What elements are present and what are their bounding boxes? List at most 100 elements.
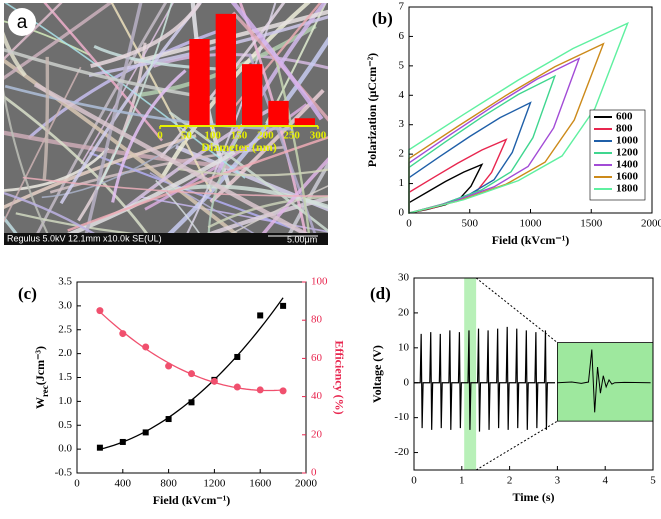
fiber — [22, 176, 328, 197]
series-line — [408, 42, 605, 214]
legend-label: 1800 — [616, 183, 639, 195]
point — [96, 444, 103, 451]
y-tick-label: 10 — [398, 341, 410, 353]
zoom-guide — [475, 420, 558, 471]
y-tick-label: 3.0 — [58, 299, 72, 311]
x-tick-label: 800 — [160, 478, 177, 490]
y-label-main: W — [33, 397, 47, 409]
panel-label: a — [17, 12, 28, 33]
bar — [242, 64, 263, 126]
y2-tick-label: 80 — [311, 314, 323, 326]
y-axis-label: Polarization (μCcm⁻²) — [365, 53, 379, 167]
fiber — [4, 89, 55, 245]
fiber — [4, 31, 27, 77]
y-tick-label: 2.0 — [58, 347, 72, 359]
fiber — [140, 196, 328, 233]
plot-frame — [76, 281, 307, 474]
y-tick-label: 2.5 — [58, 323, 72, 335]
y2-tick-label: 60 — [311, 352, 323, 364]
y-label-tail: (Jcm⁻³) — [33, 346, 47, 385]
y-tick-label: 0 — [399, 207, 405, 219]
fiber — [152, 53, 328, 70]
x-tick-label: 500 — [462, 218, 479, 230]
fiber — [230, 3, 324, 121]
y-tick-label: 5 — [399, 59, 405, 71]
point — [257, 312, 264, 319]
caption-bar — [4, 233, 328, 245]
x-tick-label: 400 — [115, 478, 132, 490]
y-tick-label: -10 — [394, 411, 409, 423]
point — [256, 386, 264, 394]
fiber — [4, 191, 104, 241]
y2-tick-label: 100 — [311, 276, 328, 288]
fiber — [96, 3, 173, 191]
y-tick-label: 4 — [399, 89, 405, 101]
x-tick-label: 2000 — [641, 218, 661, 230]
point — [119, 438, 126, 445]
fiber — [208, 185, 328, 245]
series-line — [408, 21, 629, 214]
x-tick-label: 1000 — [520, 218, 543, 230]
y-tick-label: 1 — [399, 177, 405, 189]
x-tick-label: 300 — [310, 130, 327, 142]
x-tick-label: 250 — [283, 130, 300, 142]
legend-label: 800 — [616, 123, 633, 135]
bar — [294, 118, 315, 126]
y-tick-label: 0.0 — [58, 443, 72, 455]
legend-label: 600 — [616, 111, 633, 123]
fiber — [59, 3, 203, 205]
x-axis-label: Field (kVcm⁻¹) — [153, 493, 231, 507]
legend-label: 1200 — [616, 147, 639, 159]
bar — [215, 13, 236, 126]
y-label-sub: rec — [40, 385, 50, 397]
y-tick-label: 2 — [399, 148, 405, 160]
fiber — [177, 167, 328, 177]
y2-tick-label: 40 — [311, 390, 323, 402]
fiber — [42, 56, 50, 181]
y-axis-label: Wrec(Jcm⁻³) — [33, 346, 50, 409]
panel-label: (c) — [18, 284, 37, 303]
point — [280, 302, 287, 309]
y-tick-label: 3 — [399, 118, 405, 130]
y-tick-label: 1.0 — [58, 395, 72, 407]
legend-label: 1000 — [616, 135, 639, 147]
panel-badge — [8, 8, 36, 36]
point — [188, 399, 195, 406]
y-tick-label: -20 — [394, 446, 409, 458]
zoom-guide — [475, 277, 558, 343]
series-line — [408, 138, 508, 214]
fiber — [4, 3, 63, 61]
fiber — [43, 3, 163, 142]
point — [119, 330, 127, 338]
image-caption: Regulus 5.0kV 12.1mm x10.0k SE(UL) — [7, 233, 162, 243]
x-tick-label: 1600 — [249, 478, 272, 490]
x-tick-label: 200 — [257, 130, 274, 142]
y-tick-label: 30 — [398, 272, 410, 284]
y-axis-label: Voltage (V) — [370, 345, 384, 403]
y-tick-label: 20 — [398, 306, 410, 318]
point — [142, 343, 150, 351]
x-tick-label: 2000 — [295, 478, 318, 490]
fiber — [110, 3, 213, 193]
bar — [189, 39, 210, 126]
fiber — [133, 9, 328, 65]
legend-label: 1600 — [616, 171, 639, 183]
x-tick-label: 3 — [555, 475, 561, 487]
fiber — [216, 3, 327, 174]
fiber — [111, 69, 187, 203]
inset-trace — [557, 349, 651, 413]
point — [96, 307, 104, 315]
x-tick-label: 0 — [406, 218, 412, 230]
series-line — [408, 163, 484, 214]
panel-label: (d) — [370, 284, 391, 303]
x-axis-label: Time (s) — [512, 490, 554, 504]
fiber — [159, 3, 286, 159]
point — [210, 377, 218, 385]
x-tick-label: 1 — [459, 475, 465, 487]
point — [233, 383, 241, 391]
fiber — [4, 3, 113, 80]
x-tick-label: 100 — [204, 130, 221, 142]
x-tick-label: 0 — [74, 478, 80, 490]
fit-curve — [99, 311, 284, 392]
